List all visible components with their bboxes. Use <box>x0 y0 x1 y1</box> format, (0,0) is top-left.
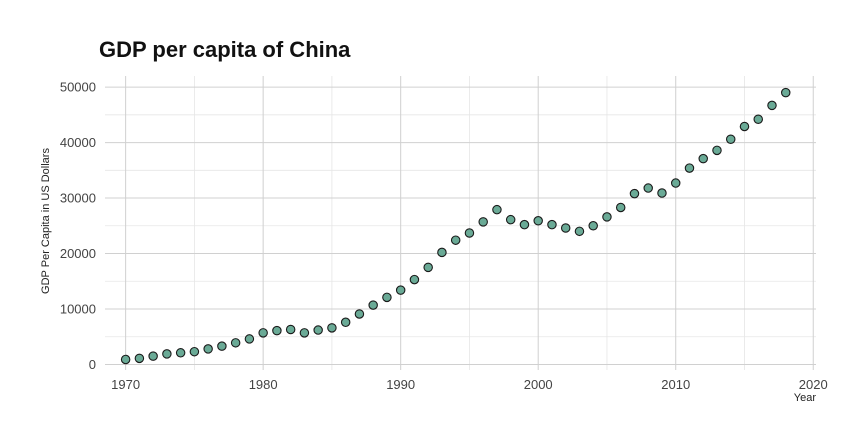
data-point <box>162 349 172 359</box>
data-point <box>340 317 351 328</box>
y-tick-label: 30000 <box>60 191 96 206</box>
data-point <box>423 262 433 273</box>
data-point <box>327 323 337 333</box>
data-point <box>725 134 736 144</box>
data-point <box>712 145 722 156</box>
data-point <box>767 100 777 111</box>
data-point <box>753 114 763 125</box>
data-point <box>574 226 585 237</box>
data-point <box>148 351 158 361</box>
tick-labels: 1970 1980 1990 2000 2010 2020 0 10000 20000 30000… <box>60 80 828 392</box>
data-point <box>643 183 653 193</box>
data-point <box>657 188 667 198</box>
data-point <box>588 221 598 231</box>
data-point <box>478 217 488 227</box>
data-point <box>780 87 791 98</box>
data-point <box>313 325 323 335</box>
grid <box>105 76 816 370</box>
data-point <box>120 354 131 365</box>
x-tick-label: 2010 <box>661 377 690 392</box>
data-point <box>547 219 557 230</box>
data-point <box>519 219 530 230</box>
data-point <box>203 344 213 354</box>
data-point <box>533 216 543 226</box>
data-point <box>602 212 612 222</box>
data-point <box>354 309 365 319</box>
y-tick-label: 10000 <box>60 301 96 316</box>
x-axis-label: Year <box>794 392 817 404</box>
data-point <box>244 334 255 344</box>
data-point <box>450 235 461 245</box>
x-tick-label: 1970 <box>111 377 140 392</box>
data-point <box>272 325 282 336</box>
data-point <box>560 223 571 233</box>
x-tick-label: 1990 <box>386 377 415 392</box>
data-point <box>285 324 296 335</box>
data-point <box>189 346 200 357</box>
data-point <box>464 228 475 238</box>
chart-title: GDP per capita of China <box>99 37 351 62</box>
data-point <box>670 178 681 188</box>
data-point <box>698 153 708 164</box>
data-point <box>299 328 310 338</box>
data-points <box>120 87 791 365</box>
data-point <box>175 348 186 358</box>
data-point <box>437 247 447 258</box>
y-axis-label: GDP Per Capita in US Dollars <box>40 148 52 294</box>
data-point <box>395 285 406 295</box>
data-point <box>505 214 516 225</box>
y-tick-label: 0 <box>89 357 96 372</box>
data-point <box>217 341 227 351</box>
x-tick-label: 2020 <box>799 377 828 392</box>
y-tick-label: 40000 <box>60 135 96 150</box>
y-tick-label: 20000 <box>60 246 96 261</box>
data-point <box>134 353 145 364</box>
data-point <box>492 204 502 215</box>
data-point <box>382 292 392 303</box>
x-tick-label: 1980 <box>249 377 278 392</box>
x-tick-label: 2000 <box>524 377 553 392</box>
y-tick-label: 50000 <box>60 80 96 95</box>
data-point <box>230 338 241 348</box>
data-point <box>368 300 378 310</box>
data-point <box>739 121 750 132</box>
data-point <box>629 188 640 199</box>
data-point <box>258 328 268 338</box>
data-point <box>684 163 695 173</box>
data-point <box>615 202 626 213</box>
data-point <box>409 274 420 285</box>
